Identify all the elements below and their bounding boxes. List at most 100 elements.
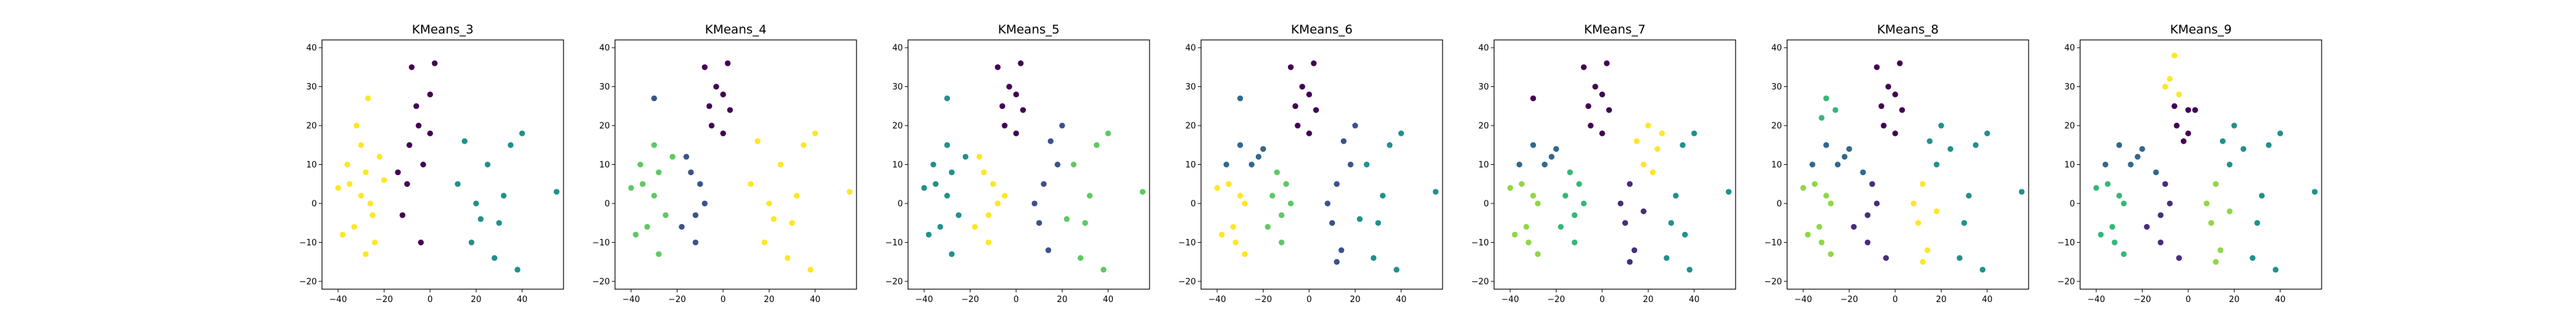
scatter-point [370, 212, 376, 218]
scatter-point [1947, 146, 1954, 152]
y-tick-label: 0 [898, 199, 903, 209]
scatter-point [1031, 200, 1037, 207]
scatter-point [1242, 200, 1248, 207]
scatter-point [339, 231, 346, 238]
panel-title: KMeans_4 [705, 23, 767, 37]
scatter-point [1041, 181, 1047, 187]
scatter-point [1299, 84, 1305, 90]
scatter-point [413, 103, 419, 109]
scatter-point [770, 216, 777, 222]
scatter-point [1269, 193, 1276, 199]
scatter-point [925, 231, 932, 238]
scatter-point [1812, 181, 1818, 187]
panel-5: KMeans_7 −40 −20 0 20 40 −20 −10 0 10 20 30 40 [1472, 23, 1736, 305]
scatter-point [1984, 130, 1991, 137]
scatter-point [1283, 181, 1289, 187]
scatter-point [720, 91, 726, 98]
scatter-point [990, 181, 996, 187]
scatter-point [2185, 130, 2192, 137]
axes-frame [614, 39, 857, 290]
scatter-point [1139, 189, 1146, 195]
scatter-point [2153, 169, 2159, 176]
scatter-point [2166, 75, 2173, 82]
y-tick-label: 30 [2064, 82, 2075, 92]
scatter-point [846, 189, 853, 195]
x-tick-label: 20 [1057, 295, 1068, 305]
scatter-point [2176, 255, 2183, 261]
y-tick-label: 40 [1185, 44, 1196, 53]
scatter-point [2217, 247, 2224, 254]
scatter-point [2240, 146, 2247, 152]
scatter-point [363, 169, 369, 176]
scatter-point [1571, 239, 1578, 245]
scatter-point [1223, 162, 1229, 167]
scatter-point [2254, 220, 2260, 226]
scatter-point [1287, 64, 1294, 70]
scatter-point [777, 162, 784, 167]
scatter-point [1548, 153, 1555, 160]
scatter-point [363, 251, 369, 258]
scatter-point [1375, 220, 1381, 226]
y-tick-label: −20 [299, 277, 317, 287]
scatter-point [1086, 193, 1093, 199]
y-tick-label: 10 [306, 160, 317, 170]
scatter-point [789, 220, 795, 226]
scatter-point [1576, 181, 1582, 187]
scatter-point [1645, 122, 1651, 129]
panel-1: KMeans_3 −40 −20 0 20 40 −20 −10 0 10 20 30 40 [299, 23, 564, 305]
scatter-points [921, 60, 1146, 273]
scatter-point [2231, 122, 2237, 129]
scatter-point [2121, 200, 2127, 207]
y-tick-label: 40 [1771, 44, 1782, 53]
scatter-point [1356, 216, 1363, 222]
scatter-point [949, 251, 955, 258]
scatter-point [1587, 122, 1594, 129]
panel-title: KMeans_3 [412, 23, 474, 37]
scatter-point [713, 84, 719, 90]
y-tick-label: −20 [1179, 277, 1196, 287]
scatter-point [651, 142, 658, 148]
scatter-point [1938, 122, 1944, 129]
scatter-point [1338, 247, 1345, 254]
scatter-point [2166, 200, 2173, 207]
scatter-point [2162, 181, 2168, 187]
y-tick-label: 10 [2064, 160, 2075, 170]
scatter-point [358, 142, 365, 148]
scatter-point [468, 239, 475, 245]
scatter-point [1530, 95, 1537, 102]
scatter-point [399, 212, 406, 218]
scatter-point [808, 267, 814, 273]
scatter-point [679, 223, 685, 230]
scatter-point [1973, 142, 1979, 148]
scatter-point [1278, 239, 1285, 245]
y-tick-label: 40 [599, 44, 610, 53]
scatter-point [1077, 255, 1084, 261]
scatter-point [1804, 231, 1811, 238]
scatter-point [2018, 189, 2025, 195]
scatter-point [1841, 153, 1848, 160]
x-tick-label: 20 [1936, 295, 1947, 305]
y-tick-label: 10 [1185, 160, 1196, 170]
scatter-point [1823, 193, 1830, 199]
axes-frame [907, 39, 1150, 290]
scatter-point [944, 95, 951, 102]
scatter-point [720, 130, 726, 137]
scatter-point [1980, 267, 1986, 273]
x-tick-label: 0 [1307, 295, 1312, 305]
y-tick-label: 0 [1484, 199, 1489, 209]
scatter-point [1370, 255, 1377, 261]
scatter-point [1311, 60, 1317, 66]
x-tick-label: 40 [1396, 295, 1406, 305]
scatter-point [2213, 259, 2219, 265]
scatter-point [1558, 223, 1564, 230]
scatter-point [754, 138, 761, 144]
y-tick-label: −20 [2058, 277, 2075, 287]
scatter-point [800, 142, 807, 148]
scatter-point [708, 122, 715, 129]
scatter-point [706, 103, 712, 109]
scatter-point [1915, 220, 1922, 226]
y-tick-label: 30 [306, 82, 317, 92]
scatter-point [1313, 107, 1320, 113]
scatter-point [1530, 193, 1537, 199]
